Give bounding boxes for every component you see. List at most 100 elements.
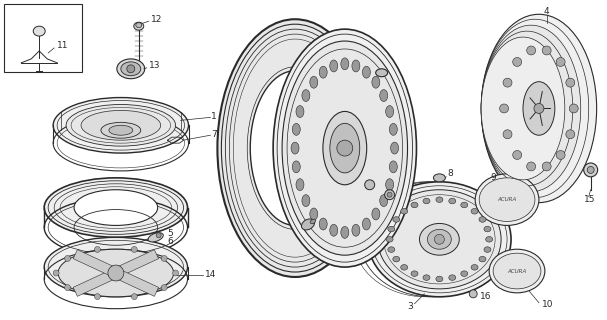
Circle shape (131, 246, 137, 252)
Ellipse shape (461, 271, 468, 276)
Text: 4: 4 (544, 7, 549, 16)
Ellipse shape (523, 82, 555, 135)
Text: ACURA: ACURA (498, 197, 517, 202)
Ellipse shape (296, 106, 304, 117)
Ellipse shape (419, 223, 459, 255)
Circle shape (556, 58, 565, 67)
Ellipse shape (362, 66, 370, 78)
Ellipse shape (393, 217, 400, 222)
Ellipse shape (389, 124, 398, 135)
Ellipse shape (136, 23, 142, 28)
Circle shape (64, 255, 70, 261)
Ellipse shape (217, 19, 373, 277)
Text: 16: 16 (480, 292, 492, 301)
Text: 7: 7 (211, 130, 217, 139)
Text: 9: 9 (490, 173, 496, 182)
Text: 8: 8 (388, 64, 393, 73)
Ellipse shape (101, 122, 141, 138)
Ellipse shape (352, 60, 360, 72)
Circle shape (584, 163, 598, 177)
Circle shape (108, 265, 124, 281)
Ellipse shape (481, 37, 565, 180)
Ellipse shape (486, 236, 493, 242)
Ellipse shape (341, 58, 349, 70)
Circle shape (131, 294, 137, 300)
Ellipse shape (479, 217, 486, 222)
Ellipse shape (376, 69, 388, 77)
Circle shape (172, 270, 178, 276)
Ellipse shape (109, 125, 133, 135)
Circle shape (513, 58, 521, 67)
Ellipse shape (433, 174, 446, 182)
Ellipse shape (427, 229, 452, 249)
Circle shape (337, 140, 353, 156)
Ellipse shape (250, 71, 340, 225)
Circle shape (513, 150, 521, 159)
Ellipse shape (372, 76, 380, 88)
Ellipse shape (319, 218, 327, 230)
Ellipse shape (411, 202, 418, 208)
Ellipse shape (401, 209, 408, 214)
Text: 8: 8 (447, 169, 453, 178)
Circle shape (385, 190, 395, 200)
Circle shape (503, 130, 512, 139)
Ellipse shape (481, 14, 597, 203)
Ellipse shape (372, 208, 380, 220)
Ellipse shape (148, 233, 163, 242)
Ellipse shape (319, 66, 327, 78)
Ellipse shape (58, 249, 174, 297)
Ellipse shape (121, 62, 141, 76)
Ellipse shape (66, 105, 175, 146)
Ellipse shape (449, 275, 456, 280)
Ellipse shape (471, 209, 478, 214)
Circle shape (527, 162, 535, 171)
Bar (4, 4, 82, 72)
Text: 6: 6 (168, 237, 174, 246)
Ellipse shape (385, 179, 393, 191)
Ellipse shape (461, 202, 468, 208)
Circle shape (161, 255, 167, 261)
Ellipse shape (330, 224, 337, 236)
Circle shape (365, 180, 375, 190)
Circle shape (566, 130, 575, 139)
Ellipse shape (302, 90, 310, 101)
Ellipse shape (53, 98, 189, 153)
Ellipse shape (436, 197, 443, 203)
Text: 12: 12 (151, 15, 162, 24)
Ellipse shape (341, 227, 349, 238)
Ellipse shape (380, 195, 388, 207)
Ellipse shape (310, 219, 316, 224)
Ellipse shape (291, 142, 299, 154)
Ellipse shape (385, 106, 393, 117)
Ellipse shape (282, 41, 407, 255)
Text: 15: 15 (584, 195, 595, 204)
Ellipse shape (423, 275, 430, 280)
Polygon shape (73, 250, 158, 296)
Ellipse shape (449, 198, 456, 204)
Circle shape (161, 284, 167, 291)
Ellipse shape (330, 60, 337, 72)
Circle shape (556, 150, 565, 159)
Circle shape (127, 65, 135, 73)
Ellipse shape (390, 142, 399, 154)
Circle shape (500, 104, 509, 113)
Ellipse shape (302, 219, 314, 230)
Ellipse shape (423, 198, 430, 204)
Circle shape (542, 162, 551, 171)
Ellipse shape (389, 161, 398, 173)
Ellipse shape (471, 265, 478, 270)
Ellipse shape (386, 236, 393, 242)
Text: 5: 5 (320, 224, 326, 233)
Circle shape (156, 233, 161, 238)
Ellipse shape (117, 59, 144, 79)
Ellipse shape (489, 249, 545, 293)
Ellipse shape (293, 161, 300, 173)
Circle shape (534, 103, 544, 113)
Ellipse shape (310, 76, 317, 88)
Ellipse shape (273, 29, 416, 267)
Ellipse shape (296, 179, 304, 191)
Ellipse shape (484, 226, 491, 232)
Ellipse shape (134, 22, 144, 30)
Circle shape (435, 234, 444, 244)
Ellipse shape (302, 195, 310, 207)
